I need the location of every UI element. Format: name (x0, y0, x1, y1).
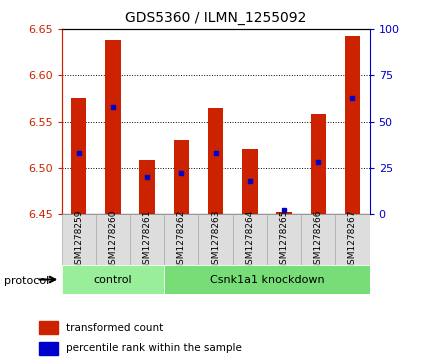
Bar (39, 342, 59, 355)
Bar (164, 265, 370, 294)
Bar (105, 40, 121, 214)
Bar (267, 214, 301, 265)
Bar (96, 214, 130, 265)
Bar (242, 150, 257, 214)
Text: protocol: protocol (4, 276, 50, 286)
Bar (311, 114, 326, 214)
Text: Csnk1a1 knockdown: Csnk1a1 knockdown (209, 274, 324, 285)
Bar (62, 265, 164, 294)
Text: GSM1278267: GSM1278267 (348, 209, 357, 270)
Bar (130, 214, 164, 265)
Text: transformed count: transformed count (66, 323, 163, 333)
Bar (335, 214, 370, 265)
Text: GSM1278261: GSM1278261 (143, 209, 152, 270)
Text: GSM1278260: GSM1278260 (108, 209, 117, 270)
Title: GDS5360 / ILMN_1255092: GDS5360 / ILMN_1255092 (125, 11, 306, 25)
Text: GSM1278265: GSM1278265 (279, 209, 289, 270)
Bar (233, 214, 267, 265)
Bar (276, 212, 292, 214)
Bar (345, 36, 360, 214)
Bar (301, 214, 335, 265)
Text: GSM1278262: GSM1278262 (177, 209, 186, 270)
Bar (208, 108, 223, 214)
Bar (71, 98, 86, 214)
Bar (139, 160, 155, 214)
Text: GSM1278266: GSM1278266 (314, 209, 323, 270)
Bar (164, 214, 198, 265)
Text: GSM1278263: GSM1278263 (211, 209, 220, 270)
Bar (174, 140, 189, 214)
Text: percentile rank within the sample: percentile rank within the sample (66, 343, 242, 354)
Text: control: control (94, 274, 132, 285)
Text: GSM1278259: GSM1278259 (74, 209, 83, 270)
Bar (62, 214, 96, 265)
Bar (198, 214, 233, 265)
Bar (39, 321, 59, 334)
Text: GSM1278264: GSM1278264 (246, 209, 254, 270)
